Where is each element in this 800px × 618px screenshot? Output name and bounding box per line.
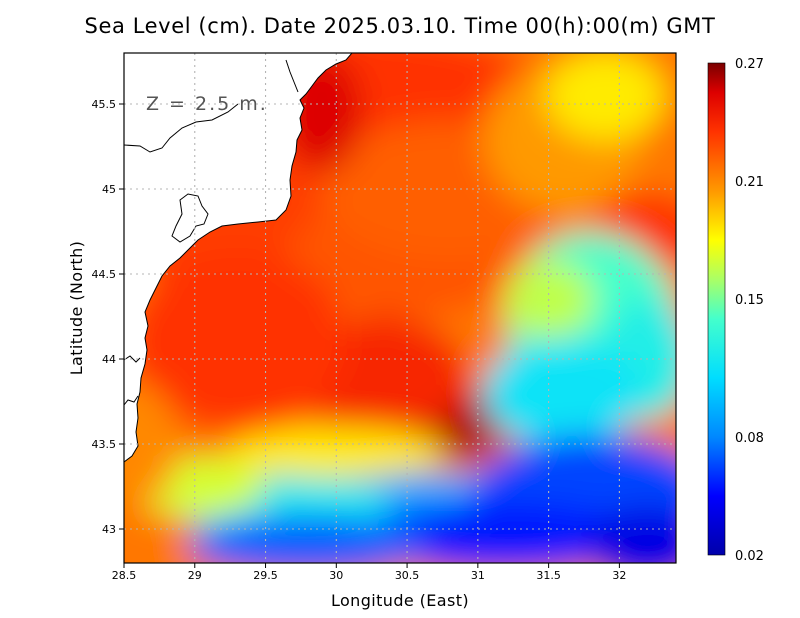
field-value-blob bbox=[127, 252, 348, 432]
x-axis: 28.5 29 29.5 30 30.5 31 31.5 32 bbox=[112, 563, 626, 582]
land-area bbox=[124, 53, 353, 463]
x-axis-title: Longitude (East) bbox=[331, 591, 469, 610]
plot-frame bbox=[123, 52, 677, 564]
field-value-blob bbox=[366, 502, 647, 563]
coastline-river bbox=[285, 59, 299, 93]
y-tick-label: 43.5 bbox=[92, 438, 117, 451]
colorbar: 0.27 0.21 0.15 0.08 0.02 bbox=[707, 57, 764, 564]
y-tick-label: 45 bbox=[102, 183, 116, 196]
x-tick-label: 32 bbox=[612, 569, 626, 582]
y-tick-label: 44.5 bbox=[92, 268, 117, 281]
coastline-border bbox=[124, 395, 139, 406]
x-tick-label: 30 bbox=[329, 569, 343, 582]
depth-label: Z = 2.5 m. bbox=[146, 93, 268, 115]
colorbar-scale bbox=[707, 62, 726, 556]
colorbar-label: 0.21 bbox=[735, 175, 764, 190]
coastline-cape bbox=[124, 355, 141, 363]
field-value-blob bbox=[482, 338, 643, 448]
colorbar-labels: 0.27 0.21 0.15 0.08 0.02 bbox=[735, 57, 764, 564]
x-tick-label: 28.5 bbox=[112, 569, 137, 582]
field-value-blob bbox=[545, 53, 666, 141]
coastline-inlet bbox=[124, 103, 239, 153]
field-value-blob bbox=[188, 516, 428, 563]
colorbar-label: 0.08 bbox=[735, 431, 764, 446]
y-tick-label: 45.5 bbox=[92, 98, 117, 111]
map-title: Sea Level (cm). Date 2025.03.10. Time 00… bbox=[84, 14, 716, 38]
x-tick-label: 31.5 bbox=[536, 569, 561, 582]
field-value-blob bbox=[587, 506, 676, 563]
colorbar-label: 0.27 bbox=[735, 57, 764, 72]
y-axis: 43 43.5 44 44.5 45 45.5 bbox=[92, 98, 124, 536]
x-tick-label: 30.5 bbox=[395, 569, 420, 582]
land-mass bbox=[124, 53, 353, 463]
x-tick-label: 29.5 bbox=[253, 569, 278, 582]
colorbar-label: 0.15 bbox=[735, 293, 764, 308]
x-tick-label: 29 bbox=[188, 569, 202, 582]
y-tick-label: 44 bbox=[102, 353, 116, 366]
x-tick-label: 31 bbox=[471, 569, 485, 582]
grid-lines bbox=[124, 53, 676, 563]
y-axis-title: Latitude (North) bbox=[67, 241, 86, 376]
colorbar-label: 0.02 bbox=[735, 549, 764, 564]
y-tick-label: 43 bbox=[102, 523, 116, 536]
coastline-lake bbox=[171, 193, 209, 243]
field-value-blob bbox=[226, 427, 447, 478]
